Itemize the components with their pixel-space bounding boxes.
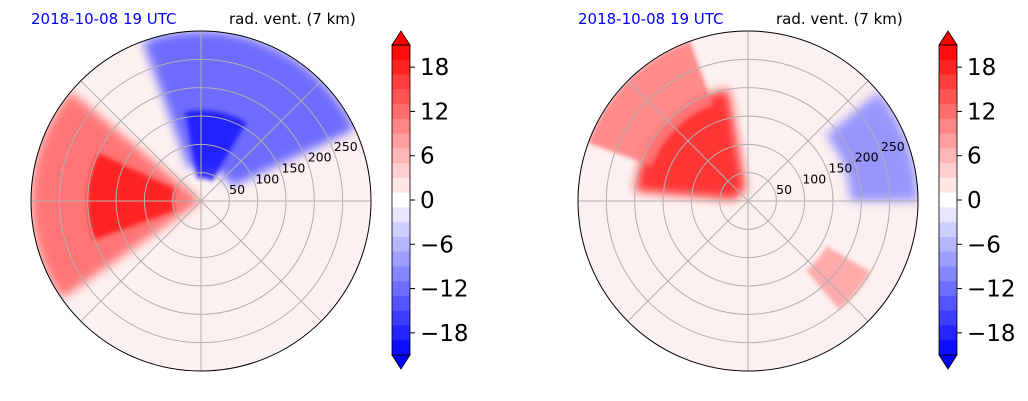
colorbar-band [939,251,957,267]
colorbar-band [939,104,957,120]
colorbar-band [392,104,410,120]
colorbar-band [939,118,957,135]
colorbar-extend-min [391,354,411,370]
colorbar-band [939,177,957,194]
colorbar-band [392,148,410,164]
colorbar-tick-label: −6 [420,232,454,258]
colorbar-tick-label: 0 [420,188,435,214]
colorbar-tick-label: 12 [420,99,449,125]
panel-2-grid [578,31,918,371]
colorbar-1: 18 12 6 0 −6 −12 −18 [391,30,469,370]
colorbar-tick-label: −12 [420,277,469,303]
grid-spoke [200,200,322,322]
radial-tick-label: 250 [334,139,358,154]
colorbar-band [392,251,410,267]
grid-spoke [627,80,749,202]
radial-tick-label: 50 [229,182,245,197]
colorbar-band [939,310,957,326]
colorbar-2: 18 12 6 0 −6 −12 −18 [938,30,1016,370]
colorbar-tick-label: −6 [967,232,1001,258]
grid-spoke [80,80,202,202]
colorbar-band [939,236,957,253]
colorbar-band [939,45,957,61]
colorbar-band [392,74,410,90]
colorbar-band [939,222,957,238]
colorbar-band [939,133,957,149]
colorbar-tick-label: −12 [967,277,1016,303]
panel-2-border [577,30,919,372]
field-feature-positive [87,153,176,240]
radial-tick-label: 100 [802,171,826,186]
radial-tick-label: 200 [855,150,879,165]
grid-spoke [80,200,202,322]
colorbar-band [392,340,410,356]
colorbar-band [392,281,410,297]
field-feature-positive [635,89,747,201]
colorbar-band [392,325,410,341]
colorbar-band [392,59,410,76]
panel-2-title: rad. vent. (7 km) [776,10,903,28]
radial-tick-label: 200 [308,150,332,165]
colorbar-band [392,163,410,179]
colorbar-band [392,45,410,61]
colorbar-band [939,325,957,341]
grid-spoke [200,80,322,202]
colorbar-band [939,207,957,223]
colorbar-extend-min [938,354,958,370]
radial-tick-label: 50 [776,182,792,197]
colorbar-band [939,163,957,179]
colorbar-band [939,266,957,282]
colorbar-band [939,74,957,90]
colorbar-band [392,295,410,312]
colorbar-band [392,310,410,326]
grid-spoke [747,80,869,202]
panel-2-date-label: 2018-10-08 19 UTC [578,10,724,28]
colorbar-tick-label: 12 [967,99,996,125]
colorbar-band [392,266,410,282]
colorbar-band [939,281,957,297]
colorbar-band [939,59,957,76]
panel-1-title: rad. vent. (7 km) [229,10,356,28]
colorbar-tick-label: 0 [967,188,982,214]
radial-tick-label: 100 [255,171,279,186]
colorbar-tick-label: 18 [967,55,996,81]
colorbar-tick-label: 6 [420,144,435,170]
radial-tick-label: 150 [829,160,853,175]
colorbar-band [392,89,410,105]
panel-1-date-label: 2018-10-08 19 UTC [31,10,177,28]
panel-1-border [30,30,372,372]
colorbar-extend-max [391,30,411,46]
colorbar-band [392,222,410,238]
colorbar-band [392,118,410,135]
colorbar-band [392,236,410,253]
field-feature-negative [826,91,918,201]
radial-tick-label: 150 [282,160,306,175]
colorbar-band [939,89,957,105]
polar-panel-2: 2018-10-08 19 UTC rad. vent. (7 km) 50 10… [577,10,919,372]
grid-spoke [747,200,869,322]
colorbar-tick-label: 6 [967,144,982,170]
panel-1-grid [31,31,371,371]
colorbar-band [939,192,957,208]
colorbar-extend-max [938,30,958,46]
colorbar-band [939,340,957,356]
colorbar-band [392,192,410,208]
colorbar-band [939,148,957,164]
colorbar-tick-label: −18 [967,321,1016,347]
colorbar-tick-label: −18 [420,321,469,347]
radial-tick-label: 250 [881,139,905,154]
colorbar-band [392,177,410,194]
colorbar-tick-label: 18 [420,55,449,81]
polar-panel-1: 2018-10-08 19 UTC rad. vent. (7 km) 50 10… [30,10,372,372]
colorbar-band [939,295,957,312]
colorbar-band [392,207,410,223]
grid-spoke [627,200,749,322]
colorbar-band [392,133,410,149]
